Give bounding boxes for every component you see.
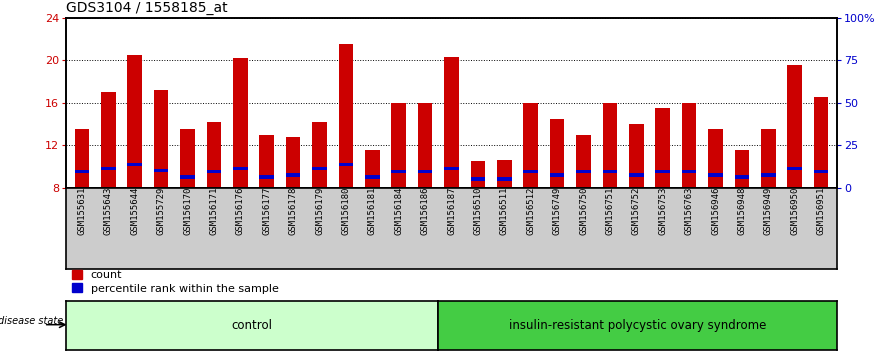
Text: disease state: disease state (0, 316, 63, 326)
Bar (629, 173, 644, 177)
Text: control: control (232, 319, 272, 332)
Text: GDS3104 / 1558185_at: GDS3104 / 1558185_at (66, 1, 227, 15)
Bar (761, 173, 775, 177)
Bar (285, 173, 300, 177)
Bar (497, 160, 512, 188)
Bar (154, 90, 168, 188)
Bar (154, 169, 168, 172)
Bar (75, 170, 89, 173)
Bar (259, 175, 274, 179)
Bar (365, 150, 380, 188)
Bar (391, 103, 406, 188)
Bar (708, 173, 722, 177)
Bar (603, 170, 618, 173)
Bar (576, 170, 591, 173)
Bar (444, 57, 459, 188)
Legend: count, percentile rank within the sample: count, percentile rank within the sample (71, 270, 278, 293)
Bar (128, 55, 142, 188)
Bar (470, 177, 485, 181)
Bar (814, 97, 828, 188)
Bar (181, 175, 195, 179)
Bar (233, 58, 248, 188)
Bar (75, 129, 89, 188)
Bar (312, 122, 327, 188)
Bar (788, 65, 802, 188)
Bar (338, 162, 353, 166)
Bar (523, 170, 538, 173)
Bar (655, 170, 670, 173)
Text: insulin-resistant polycystic ovary syndrome: insulin-resistant polycystic ovary syndr… (509, 319, 766, 332)
Bar (128, 162, 142, 166)
Bar (391, 170, 406, 173)
Bar (207, 170, 221, 173)
Bar (629, 124, 644, 188)
Bar (576, 135, 591, 188)
Bar (338, 44, 353, 188)
Bar (603, 103, 618, 188)
Bar (550, 173, 565, 177)
Bar (708, 129, 722, 188)
Bar (101, 167, 115, 170)
Bar (233, 167, 248, 170)
Bar (550, 119, 565, 188)
Bar (101, 92, 115, 188)
Bar (655, 108, 670, 188)
Bar (259, 135, 274, 188)
Bar (735, 175, 749, 179)
Bar (735, 150, 749, 188)
Bar (207, 122, 221, 188)
Bar (312, 167, 327, 170)
Bar (418, 103, 433, 188)
Bar (418, 170, 433, 173)
Bar (523, 103, 538, 188)
Bar (285, 137, 300, 188)
Bar (497, 177, 512, 181)
Bar (788, 167, 802, 170)
Bar (761, 129, 775, 188)
Bar (682, 170, 696, 173)
Bar (470, 161, 485, 188)
Bar (814, 170, 828, 173)
Bar (444, 167, 459, 170)
Bar (365, 175, 380, 179)
Bar (682, 103, 696, 188)
Bar (181, 129, 195, 188)
